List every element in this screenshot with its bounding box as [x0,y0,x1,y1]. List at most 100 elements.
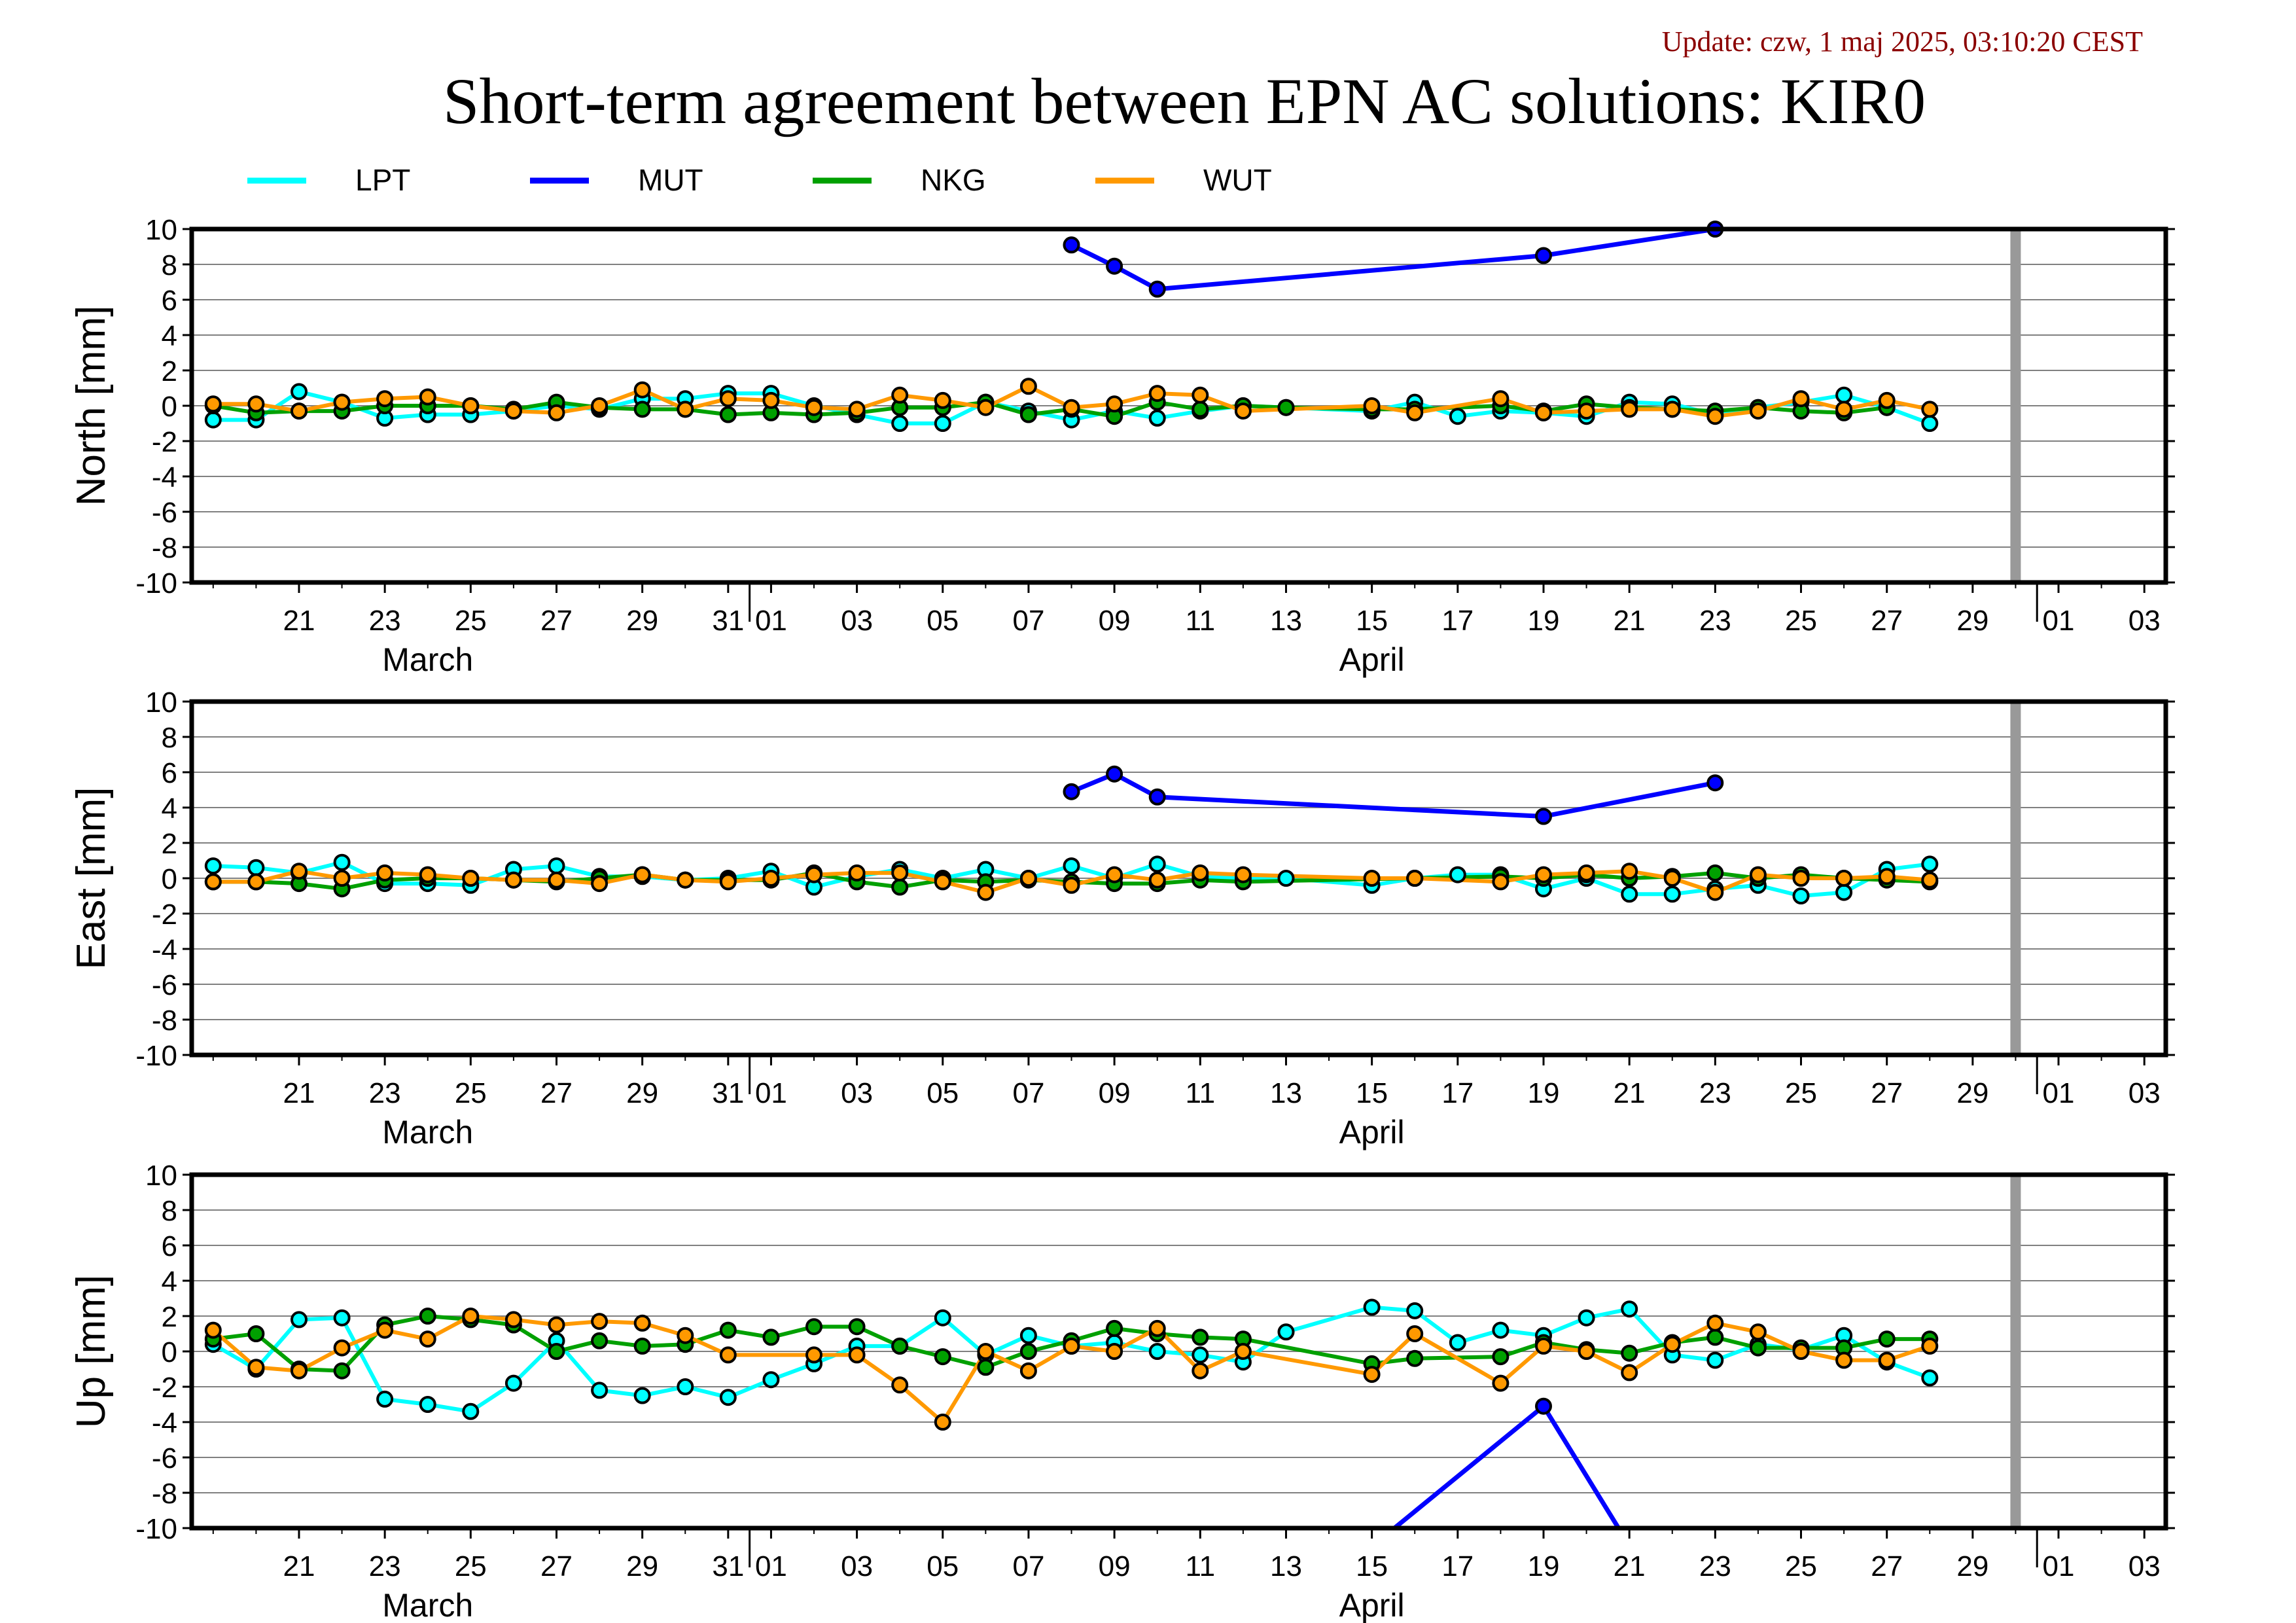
data-point-wut [1492,873,1510,891]
data-point-nkg [1878,1330,1896,1348]
data-point-wut [1063,876,1080,894]
data-point-wut [291,402,308,420]
data-point-lpt [333,853,351,871]
x-tick-label: 29 [1956,605,1988,637]
x-tick-label: 15 [1356,1550,1388,1582]
x-tick-label: 03 [2128,605,2161,637]
data-point-lpt [1063,857,1080,875]
current-date-marker [2010,229,2021,582]
y-tick-label: -2 [152,426,177,458]
y-tick-label: -10 [135,567,177,599]
x-tick-label: 17 [1441,1077,1474,1109]
data-point-wut [333,393,351,411]
x-tick-label: 19 [1528,1550,1560,1582]
data-point-wut [1578,402,1595,420]
data-point-wut [376,1321,394,1339]
data-point-wut [1878,868,1896,885]
data-point-wut [1363,397,1381,414]
y-tick-label: 10 [145,687,177,719]
x-tick-label: 27 [540,1550,573,1582]
data-point-wut [1019,1362,1037,1380]
data-point-wut [591,1313,609,1330]
data-point-nkg [719,1321,737,1339]
y-tick-label: -8 [152,532,177,564]
data-point-lpt [891,415,909,432]
data-point-wut [462,397,480,414]
plot-frame [189,226,2168,585]
y-tick-label: -10 [135,1513,177,1545]
data-point-wut [1706,408,1724,425]
y-tick-label: 2 [162,1301,177,1333]
data-point-wut [1835,401,1853,418]
data-point-lpt [1449,866,1466,883]
data-point-wut [1792,390,1810,408]
x-tick-label: 11 [1185,1077,1215,1109]
y-tick-label: 6 [162,757,177,789]
data-point-wut [291,1362,308,1380]
y-tick-label: -6 [152,497,177,529]
month-label: March [382,1114,473,1150]
data-point-nkg [848,1318,866,1336]
x-tick-label: 23 [1699,1550,1731,1582]
data-point-lpt [204,411,222,429]
plot-frame [189,699,2168,1058]
data-point-wut [504,1311,522,1329]
y-axis-label: East [mm] [69,787,114,969]
data-point-wut [376,864,394,882]
y-tick-label: 8 [162,1195,177,1227]
x-tick-label: 27 [540,605,573,637]
data-point-wut [762,391,780,409]
data-point-lpt [419,1396,436,1413]
y-tick-label: -4 [152,934,177,966]
data-point-lpt [1148,409,1166,427]
data-point-wut [1234,866,1252,883]
x-tick-label: 29 [626,1550,658,1582]
x-tick-label: 01 [2043,1550,2075,1582]
data-point-lpt [1148,1343,1166,1360]
x-tick-label: 27 [1871,605,1903,637]
data-point-wut [419,388,436,406]
series-line-mut [1390,1404,1621,1528]
data-point-wut [1835,870,1853,887]
data-point-nkg [1749,1339,1767,1357]
data-point-wut [934,873,951,891]
y-tick-label: -4 [152,461,177,493]
x-tick-label: 01 [755,605,787,637]
data-point-wut [934,1414,951,1431]
data-point-wut [1019,378,1037,395]
month-label: April [1339,1114,1405,1150]
x-tick-label: 13 [1270,605,1302,637]
data-point-wut [805,1346,822,1364]
data-point-wut [419,866,436,883]
data-point-lpt [1621,1300,1638,1318]
data-point-lpt [1019,1327,1037,1344]
x-tick-label: 01 [755,1550,787,1582]
x-tick-label: 29 [626,1077,658,1109]
data-point-nkg [1019,1343,1037,1360]
data-point-nkg [805,1318,822,1336]
data-point-mut [1148,788,1166,806]
data-point-wut [1234,1343,1252,1360]
x-tick-label: 25 [455,1077,487,1109]
data-point-nkg [591,1332,609,1349]
data-point-wut [204,1321,222,1339]
y-axis-label: Up [mm] [69,1275,114,1428]
data-point-wut [1148,1319,1166,1337]
x-tick-label: 21 [283,1077,315,1109]
y-axis-label: North [mm] [69,306,114,507]
data-point-wut [419,1330,436,1348]
data-point-lpt [934,415,951,432]
data-point-nkg [1706,1329,1724,1346]
data-point-wut [591,397,609,414]
month-label: April [1339,1587,1405,1623]
data-point-nkg [1492,1348,1510,1366]
x-tick-label: 13 [1270,1077,1302,1109]
data-point-wut [1492,390,1510,408]
data-point-mut [1106,765,1123,783]
x-tick-label: 25 [455,605,487,637]
data-point-wut [1535,404,1552,421]
data-point-nkg [1192,401,1209,418]
data-point-wut [1921,401,1939,418]
data-point-wut [1835,1351,1853,1369]
x-tick-label: 23 [369,605,401,637]
